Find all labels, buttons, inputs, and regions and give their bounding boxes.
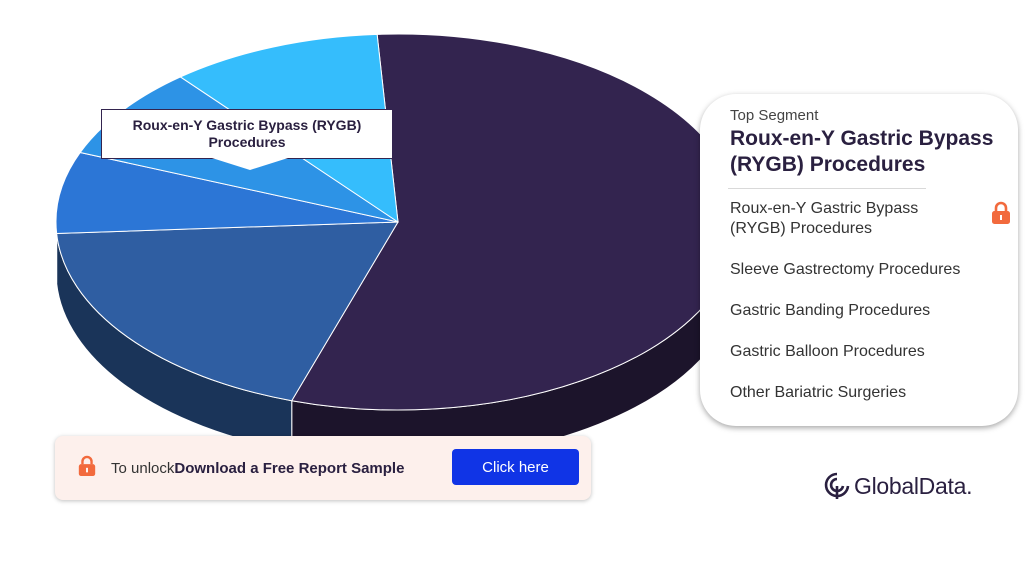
segment-item-sleeve[interactable]: Sleeve Gastrectomy Procedures	[730, 260, 1006, 280]
segment-item-other[interactable]: Other Bariatric Surgeries	[730, 383, 1006, 403]
panel-caption: Top Segment	[730, 107, 819, 124]
segment-item-label: Sleeve Gastrectomy Procedures	[730, 261, 961, 278]
unlock-prefix: To unlock	[111, 459, 175, 477]
pie-slice-sleeve-gastrectomy-procedures[interactable]	[56, 221, 399, 402]
segment-item-rygb[interactable]: Roux-en-Y Gastric Bypass (RYGB) Procedur…	[730, 199, 1010, 239]
top-segment-panel: Top Segment Roux-en-Y Gastric Bypass (RY…	[700, 94, 1018, 426]
globaldata-mark-icon	[824, 472, 850, 499]
callout-pointer	[212, 158, 288, 170]
panel-title: Roux-en-Y Gastric Bypass (RYGB) Procedur…	[730, 127, 994, 176]
unlock-banner: To unlock Download a Free Report Sample …	[55, 436, 591, 500]
segment-item-banding[interactable]: Gastric Banding Procedures	[730, 301, 1006, 321]
segment-item-label: Gastric Balloon Procedures	[730, 343, 925, 360]
globaldata-logo[interactable]: GlobalData.	[824, 471, 972, 501]
pie-slice-gastric-banding-procedures[interactable]	[55, 151, 399, 234]
panel-divider	[728, 188, 926, 189]
lock-icon	[77, 455, 97, 482]
click-here-button[interactable]: Click here	[452, 449, 579, 485]
pie-callout-label: Roux-en-Y Gastric Bypass (RYGB) Procedur…	[101, 109, 393, 159]
segment-item-label: Roux-en-Y Gastric Bypass (RYGB) Procedur…	[730, 200, 919, 237]
unlock-download-text: Download a Free Report Sample	[174, 459, 405, 477]
segment-item-label: Other Bariatric Surgeries	[730, 384, 907, 401]
lock-icon	[990, 201, 1012, 231]
segment-item-balloon[interactable]: Gastric Balloon Procedures	[730, 342, 1006, 362]
brand-name: GlobalData.	[854, 472, 973, 499]
segment-list: Roux-en-Y Gastric Bypass (RYGB) Procedur…	[730, 199, 1010, 403]
segment-item-label: Gastric Banding Procedures	[730, 302, 931, 319]
